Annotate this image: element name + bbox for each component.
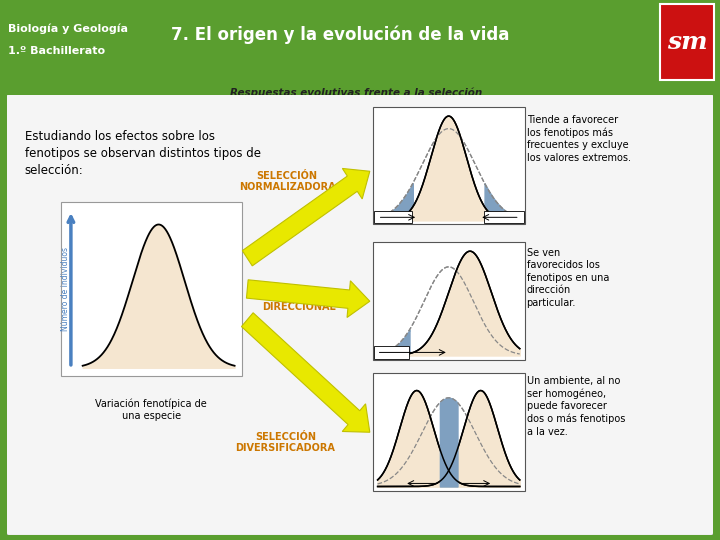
Bar	[373, 107, 525, 225]
Text: Biología y Geología: Biología y Geología	[8, 24, 128, 35]
Text: Estudiando los efectos sobre los
fenotipos se observan distintos tipos de
selecc: Estudiando los efectos sobre los fenotip…	[24, 130, 261, 177]
Text: 7. El origen y la evolución de la vida: 7. El origen y la evolución de la vida	[171, 26, 509, 44]
Text: SELECCIÓN
NORMALIZADORA: SELECCIÓN NORMALIZADORA	[239, 171, 336, 192]
Text: sm: sm	[667, 30, 707, 54]
Text: SELECCIÓN
DIVERSIFICADORA: SELECCIÓN DIVERSIFICADORA	[235, 431, 336, 453]
Bar	[485, 211, 523, 224]
Polygon shape	[243, 168, 370, 266]
Bar	[374, 211, 412, 224]
Text: Tiende a favorecer
los fenotipos más
frecuentes y excluye
los valores extremos.: Tiende a favorecer los fenotipos más fre…	[526, 115, 631, 163]
Text: SELECCIÓN
DIRECCIONAL: SELECCIÓN DIRECCIONAL	[262, 291, 336, 312]
Text: Variación fenotípica de
una especie: Variación fenotípica de una especie	[95, 399, 207, 421]
Text: Respuestas evolutivas frente a la selección: Respuestas evolutivas frente a la selecc…	[230, 88, 482, 98]
Bar	[374, 346, 409, 359]
Polygon shape	[246, 280, 370, 318]
FancyBboxPatch shape	[6, 93, 714, 536]
Polygon shape	[241, 313, 370, 432]
Text: Número de individuos: Número de individuos	[61, 247, 71, 331]
Bar	[660, 4, 714, 80]
Text: Un ambiente, al no
ser homogéneo,
puede favorecer
dos o más fenotipos
a la vez.: Un ambiente, al no ser homogéneo, puede …	[526, 376, 625, 437]
Text: Se ven
favorecidos los
fenotipos en una
dirección
particular.: Se ven favorecidos los fenotipos en una …	[526, 248, 609, 308]
Bar	[373, 373, 525, 490]
Bar	[61, 202, 243, 376]
Bar	[373, 242, 525, 360]
Text: 1.º Bachillerato: 1.º Bachillerato	[8, 46, 105, 56]
